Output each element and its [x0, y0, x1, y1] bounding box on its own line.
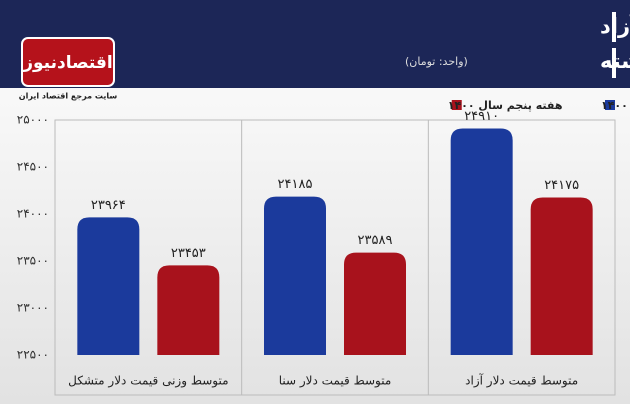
- logo-tagline: سایت مرجع اقتصاد ایران: [19, 92, 118, 101]
- plot-area: [54, 119, 616, 396]
- value-label: ۲۳۹۶۴: [91, 198, 126, 213]
- x-tick-label: متوسط قیمت دلار سنا: [279, 374, 392, 389]
- bar: [157, 265, 220, 355]
- chart-title: متوسط قیمت دلار متشکل، سنا و آزاد: [600, 13, 630, 38]
- bar: [450, 128, 513, 355]
- legend-swatch: [451, 100, 462, 110]
- y-tick-label: ۲۲۵۰۰: [17, 348, 49, 362]
- x-tick-label: متوسط قیمت دلار آزاد: [465, 373, 578, 389]
- y-tick-label: ۲۴۰۰۰: [17, 207, 49, 221]
- value-label: ۲۴۱۷۵: [544, 178, 579, 193]
- legend-swatch: [605, 100, 615, 110]
- title-bar: [612, 12, 616, 42]
- x-tick-label: متوسط وزنی قیمت دلار متشکل: [68, 374, 228, 389]
- logo-box: [21, 37, 115, 87]
- bar: [344, 252, 406, 355]
- value-label: ۲۴۱۸۵: [278, 177, 313, 192]
- legend-label: هفته چهارم سال ۱۴۰۰: [601, 99, 630, 112]
- value-label: ۲۴۹۱۰: [464, 109, 499, 124]
- y-tick-label: ۲۴۵۰۰: [17, 160, 49, 174]
- title-bar: [612, 48, 616, 78]
- bar: [77, 217, 140, 355]
- value-label: ۲۳۴۵۳: [171, 246, 206, 261]
- y-tick-label: ۲۵۰۰۰: [17, 113, 49, 127]
- legend-label: هفته پنجم سال ۱۴۰۰: [448, 99, 563, 112]
- y-tick-label: ۲۳۰۰۰: [17, 301, 49, 315]
- bar: [264, 196, 326, 355]
- bar: [530, 197, 593, 355]
- logo-name: اقتصادنیوز: [22, 53, 113, 73]
- unit-label: (واحد: تومان): [405, 55, 468, 68]
- y-tick-label: ۲۳۵۰۰: [17, 254, 49, 268]
- value-label: ۲۳۵۸۹: [358, 233, 393, 248]
- chart-subtitle: در دو هفته گذشته: [600, 48, 630, 73]
